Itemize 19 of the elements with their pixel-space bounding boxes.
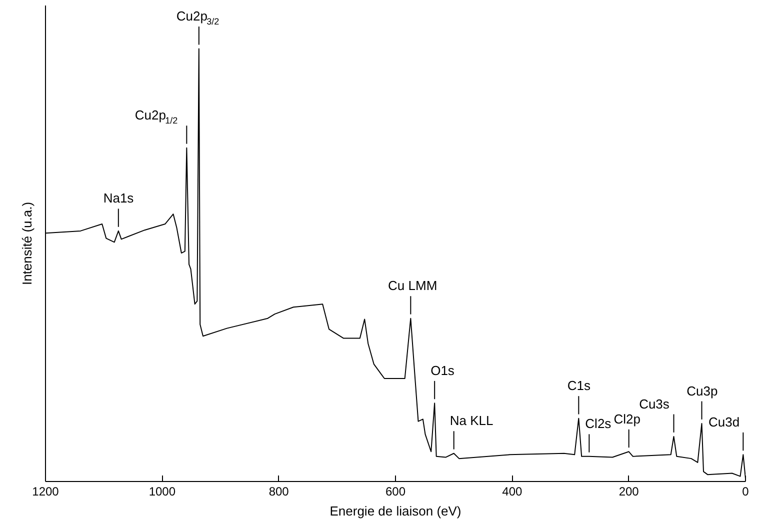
x-tick-label: 200 bbox=[618, 484, 640, 498]
y-axis-title: Intensité (u.a.) bbox=[20, 202, 34, 286]
annotation: Cu3s bbox=[639, 396, 670, 412]
annotation: Na KLL bbox=[450, 413, 494, 428]
annotation: Na1s bbox=[103, 190, 134, 206]
x-tick-label: 0 bbox=[742, 484, 750, 498]
annotation: Cl2p bbox=[614, 411, 641, 426]
annotation: Cu LMM bbox=[388, 278, 438, 294]
x-tick-label: 600 bbox=[385, 484, 406, 498]
annotation: O1s bbox=[430, 362, 455, 378]
annotation: Cu3d bbox=[708, 414, 740, 430]
x-tick-label: 400 bbox=[502, 484, 523, 498]
annotation: C1s bbox=[567, 378, 591, 394]
x-tick-label: 1200 bbox=[32, 484, 60, 498]
x-tick-label: 1000 bbox=[148, 484, 176, 498]
x-axis-title: Energie de liaison (eV) bbox=[330, 504, 462, 518]
annotation: Cu3p bbox=[686, 383, 718, 398]
x-tick-label: 800 bbox=[268, 484, 290, 498]
annotation: Cl2s bbox=[585, 416, 612, 432]
